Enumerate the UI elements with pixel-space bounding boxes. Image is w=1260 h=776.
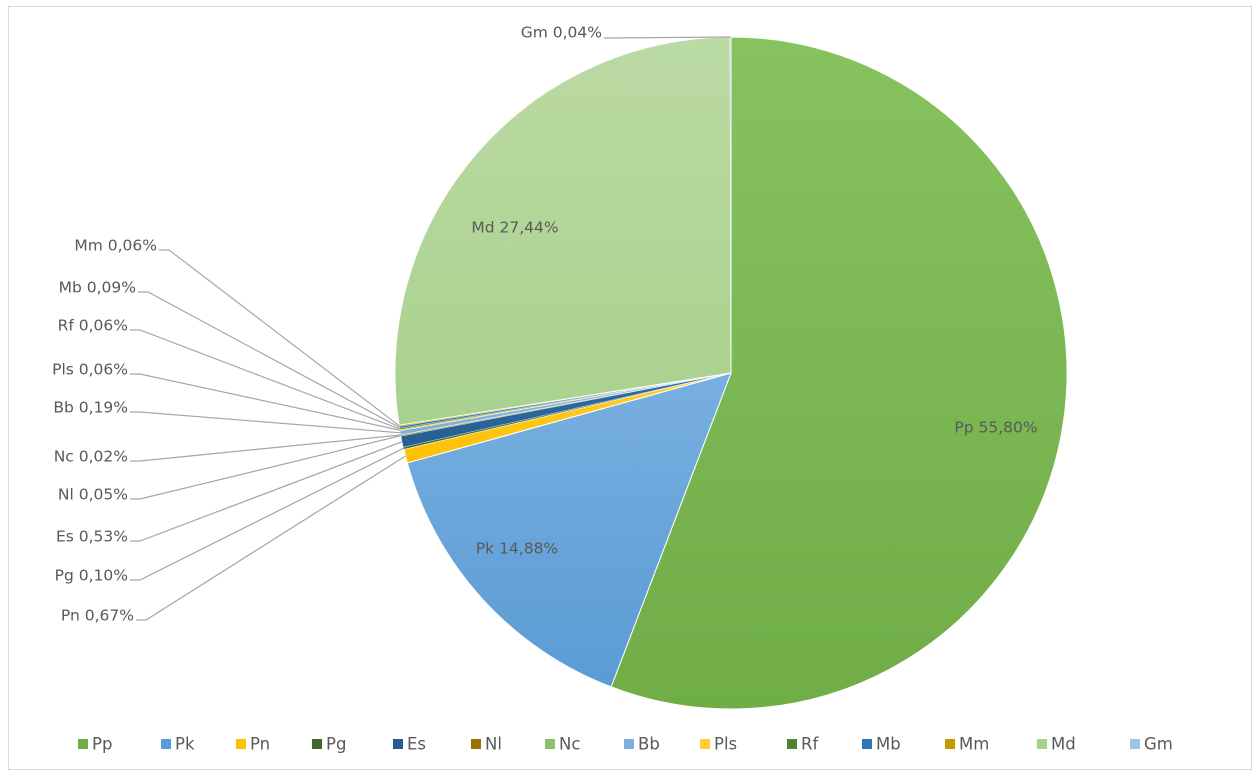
leader-line-rf: [130, 329, 400, 430]
legend-item-pn: Pn: [236, 735, 270, 754]
legend-swatch-nc: [545, 739, 555, 749]
leader-line-nc: [130, 434, 401, 462]
leader-line-bb: [130, 411, 401, 434]
legend-label-pp: Pp: [92, 735, 112, 754]
leader-lines-layer: [130, 36, 731, 621]
legend-item-pp: Pp: [78, 735, 112, 754]
legend-label-nl: Nl: [485, 735, 502, 754]
legend-swatch-nl: [471, 739, 481, 749]
legend-item-pg: Pg: [312, 735, 346, 754]
pie-slice-pp: [610, 36, 1068, 710]
legend-label-mm: Mm: [959, 735, 989, 754]
leader-line-pg: [130, 447, 404, 581]
data-label-es: Es 0,53%: [56, 528, 128, 546]
legend-swatch-mm: [945, 739, 955, 749]
data-label-md: Md 27,44%: [471, 219, 558, 237]
legend-label-pls: Pls: [714, 735, 737, 754]
data-label-pp: Pp 55,80%: [954, 419, 1037, 437]
legend-swatch-pls: [700, 739, 710, 749]
data-label-pg: Pg 0,10%: [55, 567, 128, 585]
data-label-pk: Pk 14,88%: [476, 540, 558, 558]
legend-item-mm: Mm: [945, 735, 989, 754]
legend-item-md: Md: [1037, 735, 1076, 754]
legend-item-gm: Gm: [1130, 735, 1173, 754]
data-labels-layer: Pp 55,80% Pk 14,88% Pn 0,67% Pg 0,10% Es 0,5…: [52, 24, 1038, 625]
legend-item-pls: Pls: [700, 735, 737, 754]
legend-swatch-bb: [624, 739, 634, 749]
legend-swatch-rf: [787, 739, 797, 749]
legend: Pp Pk Pn Pg Es Nl Nc Bb Pls Rf Mb Mm Md Gm: [78, 735, 1173, 754]
data-label-bb: Bb 0,19%: [53, 399, 128, 417]
legend-label-pn: Pn: [250, 735, 270, 754]
legend-label-rf: Rf: [801, 735, 819, 754]
legend-swatch-es: [393, 739, 403, 749]
leader-line-es: [130, 441, 403, 542]
pie-slice-md: [394, 36, 732, 426]
legend-item-nl: Nl: [471, 735, 502, 754]
legend-swatch-mb: [862, 739, 872, 749]
leader-line-nl: [130, 435, 402, 500]
pie-slice-pk: [406, 372, 732, 688]
leader-line-mb: [138, 291, 400, 428]
legend-item-es: Es: [393, 735, 426, 754]
legend-label-bb: Bb: [638, 735, 660, 754]
data-label-pn: Pn 0,67%: [61, 607, 134, 625]
data-label-gm: Gm 0,04%: [521, 24, 602, 42]
legend-label-gm: Gm: [1144, 735, 1173, 754]
legend-swatch-gm: [1130, 739, 1140, 749]
data-label-rf: Rf 0,06%: [58, 317, 128, 335]
legend-item-nc: Nc: [545, 735, 580, 754]
legend-item-bb: Bb: [624, 735, 660, 754]
legend-label-nc: Nc: [559, 735, 580, 754]
legend-swatch-pp: [78, 739, 88, 749]
legend-swatch-pg: [312, 739, 322, 749]
data-label-mm: Mm 0,06%: [74, 237, 157, 255]
leader-line-pn: [136, 455, 406, 621]
data-label-nc: Nc 0,02%: [54, 448, 128, 466]
data-label-nl: Nl 0,05%: [58, 486, 128, 504]
legend-swatch-pn: [236, 739, 246, 749]
legend-swatch-pk: [161, 739, 171, 749]
legend-label-mb: Mb: [876, 735, 901, 754]
data-label-mb: Mb 0,09%: [59, 279, 136, 297]
legend-label-es: Es: [407, 735, 426, 754]
data-label-pls: Pls 0,06%: [52, 361, 128, 379]
legend-label-pg: Pg: [326, 735, 346, 754]
legend-label-pk: Pk: [175, 735, 195, 754]
legend-item-rf: Rf: [787, 735, 819, 754]
leader-line-pls: [130, 373, 401, 431]
slices-layer: [394, 36, 1068, 710]
legend-item-mb: Mb: [862, 735, 901, 754]
leader-line-gm: [604, 36, 731, 39]
legend-item-pk: Pk: [161, 735, 195, 754]
legend-swatch-md: [1037, 739, 1047, 749]
leader-line-mm: [159, 249, 400, 427]
legend-label-md: Md: [1051, 735, 1076, 754]
